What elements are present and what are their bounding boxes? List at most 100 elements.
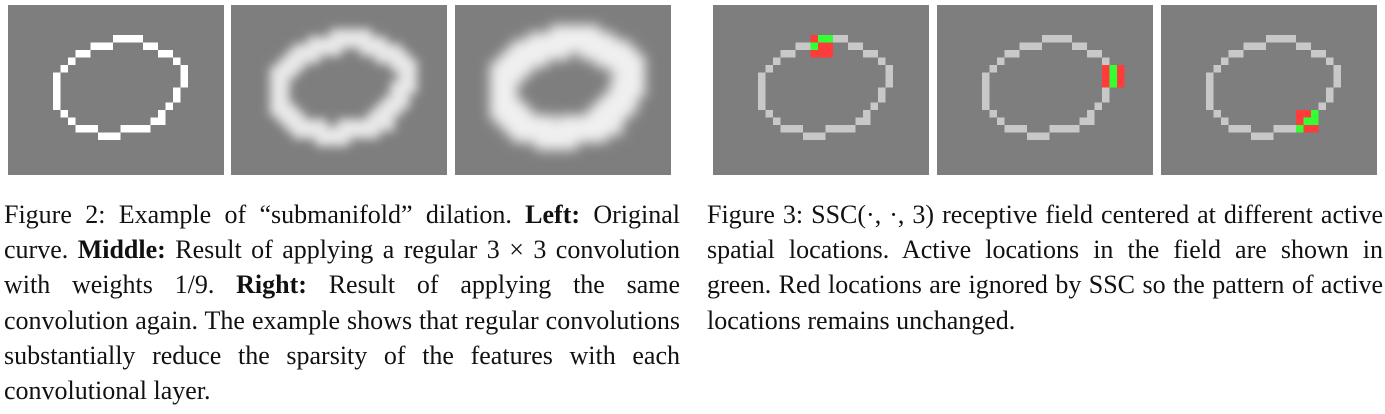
curve-pixel [1094, 50, 1102, 58]
curve-pixels [1206, 35, 1341, 140]
curve-pixel [1318, 102, 1326, 110]
curve-pixel [83, 50, 91, 58]
curve-pixel [1326, 57, 1334, 65]
curve-pixel [1072, 42, 1080, 50]
curve-pixel [758, 95, 766, 103]
curve-pixel [173, 95, 181, 103]
curve-pixel [173, 57, 181, 65]
curve-pixel [758, 102, 766, 110]
curve-pixel [840, 35, 848, 43]
curve-pixel [840, 125, 848, 133]
ignored-location [1102, 72, 1110, 80]
curve-pixel [1303, 42, 1311, 50]
ignored-location [1311, 125, 1319, 133]
curve-pixel [158, 117, 166, 125]
active-location [1303, 117, 1311, 125]
curve-pixel [1012, 125, 1020, 133]
curve-pixel [870, 50, 878, 58]
curve-pixel [1012, 50, 1020, 58]
curve-pixel [1333, 65, 1341, 73]
curve-pixel [1258, 132, 1266, 140]
curve-pixel [989, 65, 997, 73]
figure2-caption-intro: Example of “submanifold” dilation. [118, 200, 512, 229]
curve-pixel [135, 125, 143, 133]
curve-pixel [1228, 50, 1236, 58]
curve-pixel [150, 117, 158, 125]
curve-pixel [98, 132, 106, 140]
curve-pixel [1243, 42, 1251, 50]
curve-pixel [1034, 132, 1042, 140]
curve-pixel [165, 50, 173, 58]
curve-pixel [997, 57, 1005, 65]
curve-pixel [863, 50, 871, 58]
curve-pixel [120, 125, 128, 133]
curve-pixels [270, 29, 417, 146]
ignored-location [1303, 110, 1311, 118]
curve-pixel [1266, 35, 1274, 43]
ssc-notation: SSC(·, ·, 3) [811, 200, 935, 229]
curve-pixel [1296, 42, 1304, 50]
curve-pixel [1079, 117, 1087, 125]
ignored-location [818, 50, 826, 58]
curve-pixel [878, 57, 886, 65]
ignored-location [810, 35, 818, 43]
fig3-panel-top [713, 5, 929, 175]
curve-pixel [885, 65, 893, 73]
curve-pixel [885, 72, 893, 80]
curve-pixel [580, 115, 608, 143]
curve-pixel [1228, 125, 1236, 133]
curve-pixel [1326, 95, 1334, 103]
active-location [810, 42, 818, 50]
curve-pixel [1311, 50, 1319, 58]
curve-pixel [982, 102, 990, 110]
curve-pixel [300, 44, 320, 64]
curve-pixel [1281, 125, 1289, 133]
curve-pixel [848, 125, 856, 133]
curve-pixel [1049, 125, 1057, 133]
curve-pixel [833, 35, 841, 43]
active-location [1296, 125, 1304, 133]
curve-pixel [98, 42, 106, 50]
curve-pixel [375, 111, 395, 131]
left-label: Left: [525, 200, 581, 229]
curve-pixel [855, 42, 863, 50]
curve-pixels [982, 35, 1117, 140]
curve-pixel [758, 87, 766, 95]
curve-pixel [1042, 132, 1050, 140]
curve-pixel [1102, 95, 1110, 103]
kernel-size: 3 × 3 [486, 235, 547, 265]
curve-pixel [885, 80, 893, 88]
curve-pixel [997, 117, 1005, 125]
curve-pixel [550, 122, 578, 150]
curve-pixel [758, 80, 766, 88]
curve-pixel [1057, 125, 1065, 133]
curve-pixel [1333, 72, 1341, 80]
curve-pixel [878, 95, 886, 103]
curve-pixel [803, 132, 811, 140]
curve-pixel [180, 80, 188, 88]
curve-pixel [788, 50, 796, 58]
curve-pixel [1206, 95, 1214, 103]
curve-pixel [1251, 132, 1259, 140]
curve-pixel [53, 95, 61, 103]
middle-label: Middle: [77, 235, 166, 265]
curve-pixel [322, 36, 342, 56]
curve-pixel [1206, 72, 1214, 80]
curve-pixel [143, 125, 151, 133]
ignored-location [810, 50, 818, 58]
middle-description-a: Result of applying a regular [175, 235, 478, 265]
curve-pixel [1087, 117, 1095, 125]
curve-pixel [1333, 80, 1341, 88]
curve-pixel [1318, 50, 1326, 58]
curve-pixel [1027, 42, 1035, 50]
curve-pixel [1019, 42, 1027, 50]
curve-pixel [803, 42, 811, 50]
ssc-receptive-field-lower-right [1206, 35, 1341, 140]
curve-pixel [330, 126, 350, 146]
curve-pixel [855, 117, 863, 125]
active-location [1109, 65, 1117, 73]
ignored-location [1102, 80, 1110, 88]
curve-pixel [810, 132, 818, 140]
kernel-weight: 1/9. [174, 270, 215, 300]
curve-pixel [1258, 42, 1266, 50]
